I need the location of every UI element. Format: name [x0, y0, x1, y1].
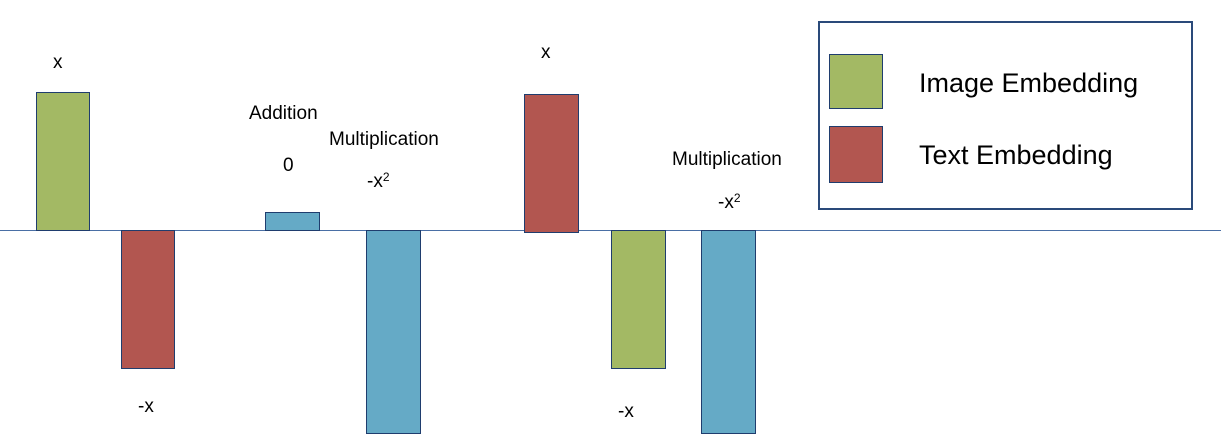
group1-multiplication-result-bar	[366, 230, 421, 434]
legend-text-swatch	[829, 126, 883, 183]
legend-text-label: Text Embedding	[919, 140, 1113, 170]
group2-multiplication-result-bar	[701, 230, 756, 434]
legend-image-label: Image Embedding	[919, 68, 1139, 98]
zero-baseline	[0, 230, 1221, 231]
group1-text-value-label: -x	[138, 396, 154, 417]
legend-image-swatch	[829, 54, 883, 109]
legend-box: Image Embedding Text Embedding	[818, 21, 1193, 210]
group1-addition-label: Addition	[249, 103, 318, 124]
group1-multiplication-value: -x2	[367, 170, 390, 192]
group2-image-value-label: -x	[618, 401, 634, 422]
group2-text-value-label: x	[541, 42, 551, 63]
group2-image-embedding-bar	[611, 230, 666, 369]
group1-multiplication-label: Multiplication	[329, 129, 439, 150]
group2-multiplication-label: Multiplication	[672, 149, 782, 170]
group1-addition-result-bar	[265, 212, 320, 231]
group1-text-embedding-bar	[121, 230, 175, 369]
group1-addition-value: 0	[283, 155, 294, 176]
group2-text-embedding-bar	[524, 94, 579, 233]
group1-image-embedding-bar	[36, 92, 90, 231]
group2-multiplication-value: -x2	[718, 191, 741, 213]
group1-image-value-label: x	[53, 52, 63, 73]
